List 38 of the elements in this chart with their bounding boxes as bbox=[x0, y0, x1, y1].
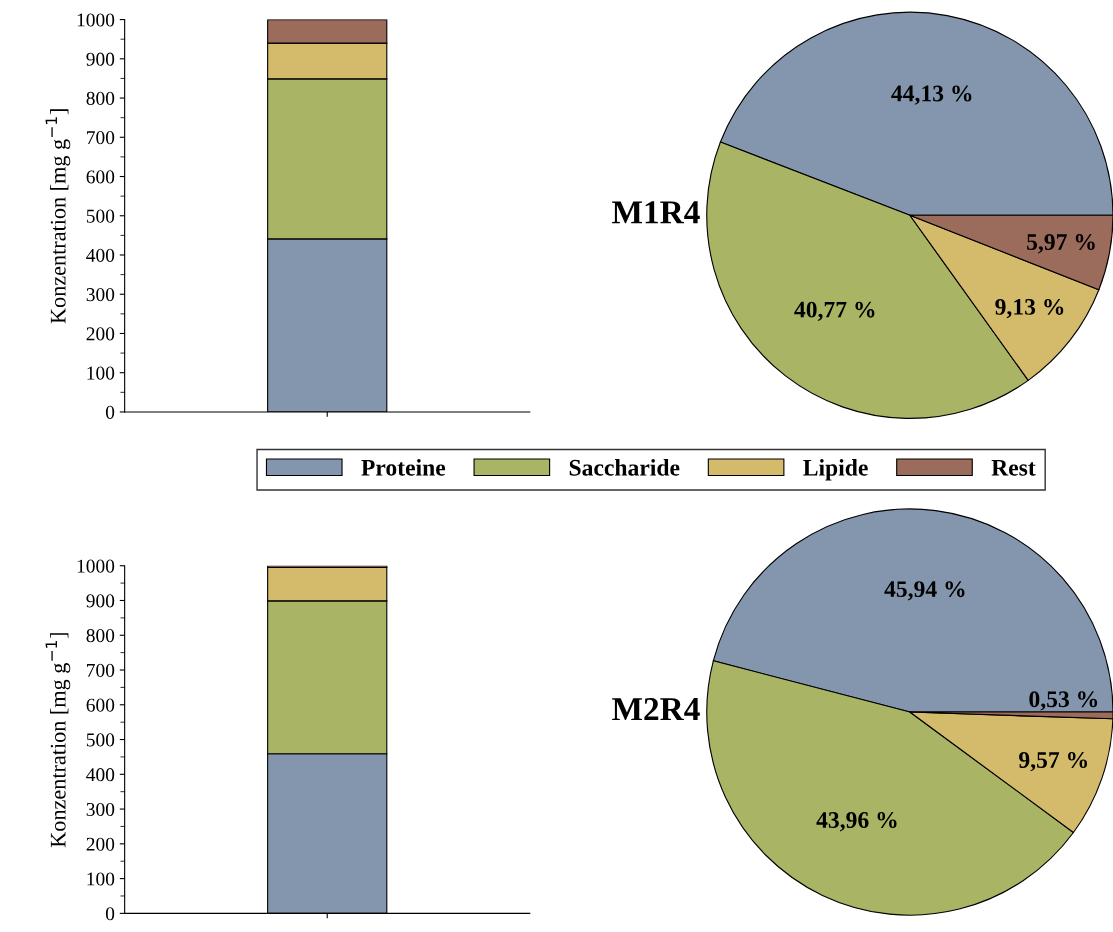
data-label: 5,97 % bbox=[1027, 234, 1095, 254]
y-tick-label: 400 bbox=[86, 768, 115, 782]
y-tick-label: 1000 bbox=[77, 559, 115, 573]
text: M2R4 bbox=[612, 697, 700, 721]
legend-label: Saccharide bbox=[569, 459, 680, 476]
data-label: 0,53 % bbox=[1029, 691, 1098, 711]
y-tick-label: 800 bbox=[86, 629, 115, 643]
y-tick-label: 600 bbox=[86, 698, 115, 712]
y-axis-title: Konzentration [mg g$^{−1}$] bbox=[45, 109, 71, 324]
y-tick-label: 400 bbox=[86, 248, 115, 262]
y-axis-title: Konzentration [mg g$^{−1}$] bbox=[45, 633, 71, 848]
y-tick-label: 200 bbox=[86, 327, 115, 341]
y-tick-label: 0 bbox=[105, 405, 115, 419]
data-label: 43,96 % bbox=[816, 812, 897, 832]
data-label: 9,57 % bbox=[1019, 751, 1088, 772]
y-tick-label: 1000 bbox=[77, 13, 115, 27]
y-tick-label: 900 bbox=[86, 594, 115, 608]
y-tick-label: 100 bbox=[87, 872, 115, 886]
y-tick-label: 500 bbox=[86, 733, 115, 747]
y-tick-label: 200 bbox=[86, 837, 115, 851]
data-label: 44,13 % bbox=[891, 85, 972, 105]
y-tick-label: 500 bbox=[86, 209, 115, 223]
y-tick-label: 800 bbox=[86, 91, 115, 105]
y-tick-label: 900 bbox=[86, 52, 115, 66]
data-label: 9,13 % bbox=[995, 298, 1064, 319]
y-tick-label: 0 bbox=[105, 907, 115, 921]
legend-label: Rest bbox=[991, 460, 1036, 476]
legend-label: Lipide bbox=[803, 459, 868, 481]
data-label: 45,94 % bbox=[884, 581, 965, 601]
text: M1R4 bbox=[612, 201, 700, 224]
y-tick-label: 700 bbox=[87, 663, 115, 677]
y-tick-label: 300 bbox=[86, 802, 115, 817]
y-tick-label: 300 bbox=[86, 288, 115, 302]
y-tick-label: 600 bbox=[86, 170, 115, 184]
data-label: 40,77 % bbox=[794, 301, 875, 321]
legend-label: Proteine bbox=[361, 459, 446, 476]
y-tick-label: 700 bbox=[87, 131, 115, 145]
y-tick-label: 100 bbox=[87, 366, 115, 380]
